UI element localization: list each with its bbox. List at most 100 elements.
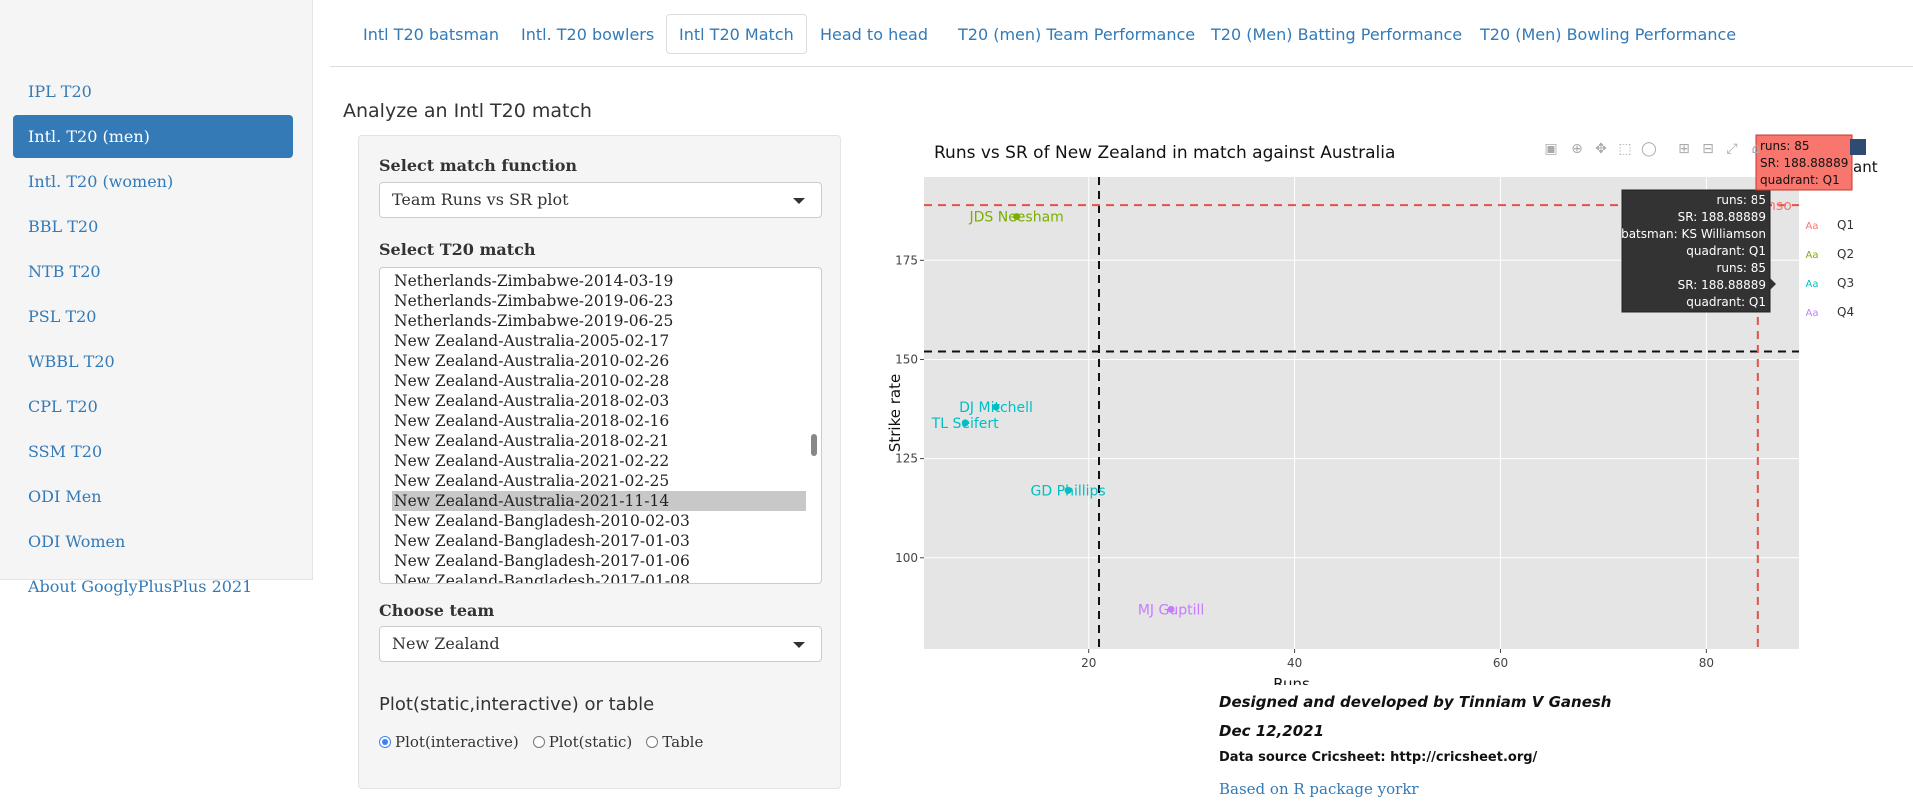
- sidebar-item-cpl-t20[interactable]: CPL T20: [28, 397, 98, 416]
- zoom-out-icon[interactable]: ⊟: [1702, 141, 1714, 157]
- hover-tooltip: [1621, 189, 1771, 313]
- sidebar-item-about-googlyplusplus-2021[interactable]: About GooglyPlusPlus 2021: [28, 577, 253, 596]
- point-label: GD Phillips: [1031, 483, 1106, 499]
- page-title: Analyze an Intl T20 match: [343, 100, 592, 122]
- match-function-select[interactable]: Team Runs vs SR plot: [379, 182, 822, 218]
- sidebar-item-wbbl-t20[interactable]: WBBL T20: [28, 352, 115, 371]
- y-tick-label: 125: [895, 452, 918, 466]
- sidebar-item-odi-men[interactable]: ODI Men: [28, 487, 102, 506]
- match-option[interactable]: New Zealand-Australia-2010-02-26: [394, 352, 670, 370]
- match-option[interactable]: New Zealand-Australia-2018-02-16: [394, 412, 670, 430]
- match-function-value: Team Runs vs SR plot: [392, 190, 569, 209]
- y-tick-label: 175: [895, 253, 918, 267]
- legend-swatch: Aa: [1806, 221, 1819, 232]
- y-axis-label: Strike rate: [886, 374, 904, 452]
- data-point[interactable]: [961, 419, 969, 427]
- credit-date: Dec 12,2021: [1219, 722, 1325, 740]
- sidebar-item-intl-t20-women[interactable]: Intl. T20 (women): [28, 172, 174, 191]
- match-listbox[interactable]: Netherlands-Zimbabwe-2014-03-19 Netherlan…: [379, 267, 822, 584]
- data-point[interactable]: [1167, 605, 1175, 613]
- dropdown-caret-icon: [793, 642, 805, 648]
- sidebar-item-ipl-t20[interactable]: IPL T20: [28, 82, 92, 101]
- legend-swatch: Aa: [1806, 250, 1819, 261]
- sidebar-item-psl-t20[interactable]: PSL T20: [28, 307, 97, 326]
- autoscale-icon[interactable]: ⤢: [1726, 141, 1737, 157]
- match-option[interactable]: New Zealand-Australia-2010-02-28: [394, 372, 670, 390]
- legend-swatch: Aa: [1806, 308, 1819, 319]
- match-option[interactable]: Netherlands-Zimbabwe-2019-06-23: [394, 292, 674, 310]
- match-option[interactable]: New Zealand-Australia-2018-02-21: [394, 432, 670, 450]
- runs-vs-sr-scatter: 20 40 60 80 100 125 150 175 Runs Strike rate Runs …: [886, 134, 1878, 693]
- radio-circle-icon[interactable]: [646, 736, 659, 748]
- sidebar-item-bbl-t20[interactable]: BBL T20: [28, 217, 99, 236]
- tooltip-line: runs: 85: [1760, 139, 1810, 153]
- zoom-in-icon[interactable]: ⊞: [1678, 141, 1690, 157]
- match-option[interactable]: New Zealand-Australia-2021-02-25: [394, 472, 670, 490]
- point-label: DJ Mitchell: [959, 400, 1033, 416]
- sidebar-item-intl-t20-men[interactable]: Intl. T20 (men): [13, 115, 293, 158]
- data-point[interactable]: [1064, 486, 1072, 494]
- tab-t20-men-team-performance[interactable]: T20 (men) Team Performance: [958, 25, 1196, 44]
- data-point[interactable]: [992, 403, 1000, 411]
- tab-intl-t20-bowlers[interactable]: Intl. T20 bowlers: [521, 25, 655, 44]
- match-option[interactable]: New Zealand-Australia-2018-02-03: [394, 392, 670, 410]
- radio-plot-static[interactable]: Plot(static): [532, 733, 633, 751]
- radio-label: Plot(static): [548, 733, 633, 751]
- radio-table[interactable]: Table: [646, 733, 703, 751]
- plotly-logo-icon[interactable]: [1850, 139, 1866, 155]
- radio-label: Plot(interactive): [395, 733, 519, 751]
- x-tick-label: 40: [1287, 656, 1302, 670]
- listbox-scrollbar[interactable]: [811, 434, 817, 456]
- tooltip-line: runs: 85: [1716, 261, 1766, 275]
- match-option[interactable]: Netherlands-Zimbabwe-2019-06-25: [394, 312, 674, 330]
- match-option[interactable]: New Zealand-Australia-2021-11-14: [392, 491, 806, 511]
- legend-swatch: Aa: [1806, 279, 1819, 290]
- match-option[interactable]: New Zealand-Bangladesh-2017-01-08: [394, 572, 690, 584]
- output-type-radio-group: Plot(interactive) Plot(static) Table: [379, 733, 717, 751]
- tab-t20-men-batting-performance[interactable]: T20 (Men) Batting Performance: [1211, 25, 1463, 44]
- home-icon[interactable]: ⌂: [1752, 141, 1761, 157]
- yorkr-link[interactable]: Based on R package yorkr: [1219, 780, 1419, 798]
- sidebar-item-ntb-t20[interactable]: NTB T20: [28, 262, 101, 281]
- tooltip-line: runs: 85: [1716, 193, 1766, 207]
- legend-entry: Q4: [1837, 305, 1854, 319]
- match-option[interactable]: New Zealand-Australia-2005-02-17: [394, 332, 670, 350]
- tab-bar: Intl T20 batsman Intl. T20 bowlers Intl T2…: [330, 0, 1913, 67]
- match-select-label: Select T20 match: [379, 240, 536, 259]
- point-label: JDS Neesham: [968, 210, 1063, 226]
- match-option[interactable]: New Zealand-Australia-2021-02-22: [394, 452, 670, 470]
- team-select[interactable]: New Zealand: [379, 626, 822, 662]
- lasso-icon[interactable]: ◯: [1641, 141, 1657, 157]
- match-option[interactable]: New Zealand-Bangladesh-2017-01-06: [394, 552, 690, 570]
- tab-t20-men-bowling-performance[interactable]: T20 (Men) Bowling Performance: [1480, 25, 1737, 44]
- radio-circle-icon[interactable]: [379, 736, 391, 748]
- tooltip-line: quadrant: Q1: [1760, 173, 1840, 187]
- radio-plot-interactive[interactable]: Plot(interactive): [379, 733, 519, 751]
- point-label: MJ Guptill: [1138, 602, 1204, 618]
- input-panel: Select match function Team Runs vs SR pl…: [358, 135, 841, 789]
- tab-head-to-head[interactable]: Head to head: [820, 25, 929, 44]
- tab-intl-t20-batsman[interactable]: Intl T20 batsman: [363, 25, 499, 44]
- match-option[interactable]: New Zealand-Bangladesh-2017-01-03: [394, 532, 690, 550]
- hover-tooltip-q1: [1755, 134, 1853, 191]
- match-option[interactable]: New Zealand-Bangladesh-2010-02-03: [394, 512, 690, 530]
- camera-icon[interactable]: ▣: [1544, 141, 1557, 157]
- tooltip-line: SR: 188.88889: [1760, 156, 1848, 170]
- sidebar-item-odi-women[interactable]: ODI Women: [28, 532, 126, 551]
- zoom-icon[interactable]: ⊕: [1571, 141, 1583, 157]
- y-tick-label: 100: [895, 551, 918, 565]
- plotly-chart: 20 40 60 80 100 125 150 175 Runs Strike rate Runs …: [870, 125, 1913, 693]
- legend-entry: Q2: [1837, 247, 1854, 261]
- pan-icon[interactable]: ✥: [1595, 141, 1607, 157]
- tooltip-line: quadrant: Q1: [1686, 295, 1766, 309]
- tab-intl-t20-match[interactable]: Intl T20 Match: [666, 14, 807, 54]
- data-point[interactable]: [1013, 213, 1021, 221]
- designer-credit: Designed and developed by Tinniam V Gane…: [1219, 693, 1612, 711]
- match-option[interactable]: Netherlands-Zimbabwe-2014-03-19: [394, 272, 674, 290]
- box-select-icon[interactable]: ⬚: [1618, 141, 1631, 157]
- sidebar-item-ssm-t20[interactable]: SSM T20: [28, 442, 103, 461]
- legend-entry: Q1: [1837, 218, 1854, 232]
- tooltip-line: quadrant: Q1: [1686, 244, 1766, 258]
- x-tick-label: 80: [1699, 656, 1714, 670]
- radio-circle-icon[interactable]: [532, 736, 545, 748]
